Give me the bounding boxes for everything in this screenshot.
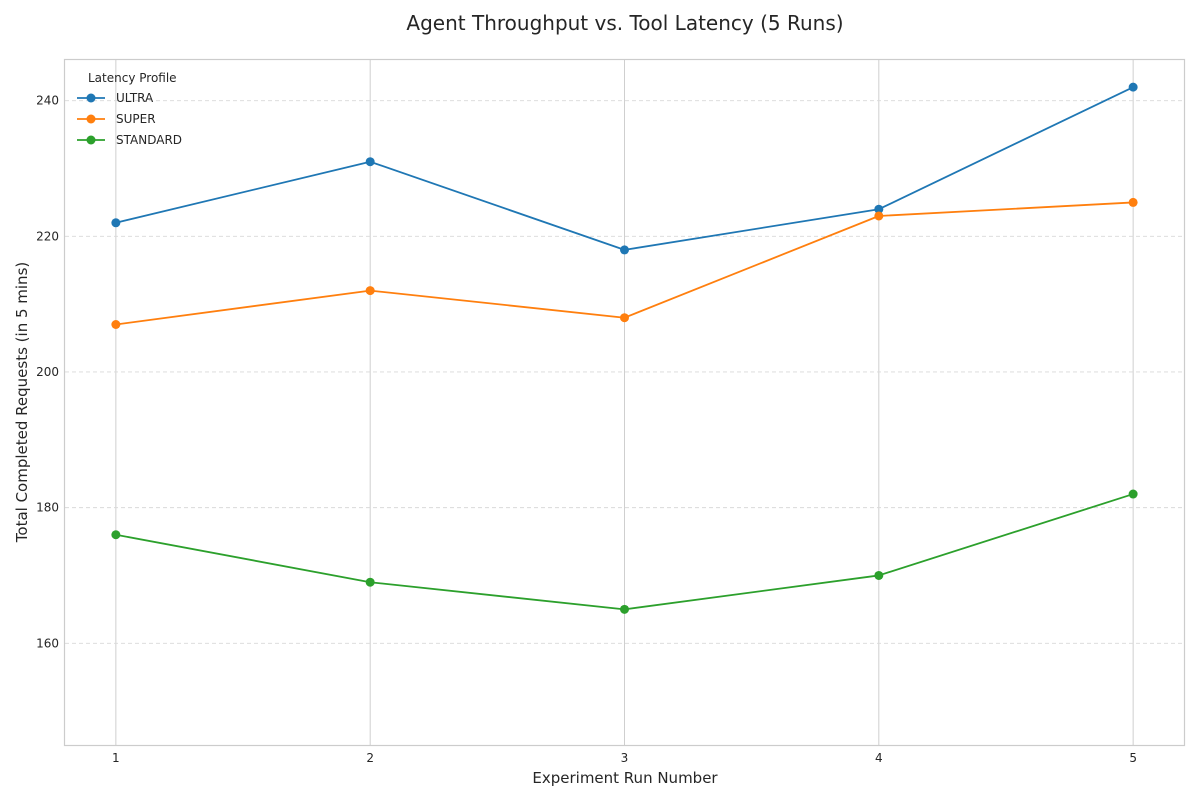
y-axis-label: Total Completed Requests (in 5 mins): [13, 262, 31, 543]
y-tick-label: 220: [36, 229, 59, 243]
y-tick-label: 200: [36, 365, 59, 379]
chart-title: Agent Throughput vs. Tool Latency (5 Run…: [406, 11, 843, 35]
x-tick-label: 2: [366, 751, 374, 765]
plot-area: [63, 58, 1186, 747]
legend: Latency Profile ULTRA SUPER STANDARD: [77, 71, 182, 147]
data-point-standard: [365, 577, 375, 587]
data-point-ultra: [365, 157, 375, 167]
data-point-standard: [111, 530, 121, 540]
y-tick-label: 180: [36, 501, 59, 515]
legend-marker-ultra: [86, 93, 96, 103]
legend-title: Latency Profile: [88, 71, 177, 85]
data-point-super: [111, 320, 121, 330]
x-tick-label: 5: [1129, 751, 1137, 765]
data-point-ultra: [1128, 82, 1138, 92]
data-point-super: [365, 286, 375, 296]
x-tick-label: 4: [875, 751, 883, 765]
data-point-super: [620, 313, 629, 323]
y-tick-label: 160: [36, 636, 59, 650]
legend-marker-standard: [86, 135, 96, 145]
series-lines: [111, 82, 1138, 614]
data-point-super: [1128, 197, 1138, 207]
x-tick-label: 3: [621, 751, 629, 765]
axis-ticks: 1 2 3 4 5 160 180 200 220 240: [36, 94, 1137, 765]
y-tick-label: 240: [36, 94, 59, 108]
data-point-ultra: [111, 218, 121, 228]
x-tick-label: 1: [112, 751, 120, 765]
legend-marker-super: [86, 114, 96, 124]
data-point-super: [874, 211, 884, 221]
data-point-standard: [1128, 489, 1138, 499]
data-point-standard: [874, 570, 884, 580]
legend-label-ultra: ULTRA: [116, 91, 154, 105]
data-point-ultra: [620, 245, 629, 255]
legend-label-standard: STANDARD: [116, 133, 182, 147]
data-point-standard: [620, 604, 629, 614]
grid: [65, 60, 1184, 745]
legend-label-super: SUPER: [116, 112, 156, 126]
x-axis-label: Experiment Run Number: [532, 769, 718, 787]
data-point-ultra: [874, 204, 884, 214]
